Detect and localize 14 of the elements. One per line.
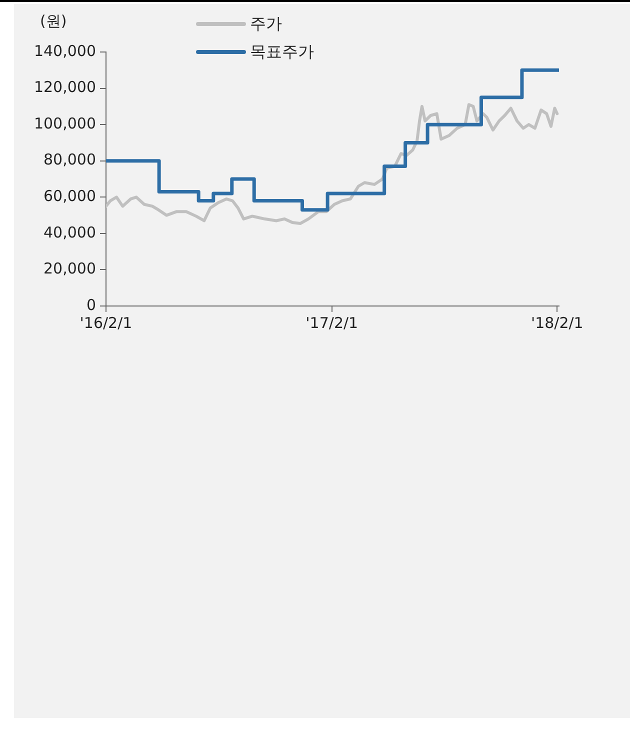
x-tick-label: '17/2/1 xyxy=(306,314,358,332)
y-tick-label: 40,000 xyxy=(44,223,96,242)
legend-label: 목표주가 xyxy=(250,42,314,62)
x-tick-label: '16/2/1 xyxy=(80,314,132,332)
y-tick-label: 60,000 xyxy=(44,187,96,206)
y-tick-label: 20,000 xyxy=(44,260,96,278)
y-tick-label: 80,000 xyxy=(44,150,96,169)
legend-label: 주가 xyxy=(250,14,282,34)
y-tick-label: 100,000 xyxy=(34,114,96,132)
x-tick-label: '18/2/1 xyxy=(530,314,584,332)
y-tick-label: 120,000 xyxy=(34,78,96,96)
y-axis-title: (원) xyxy=(40,12,67,30)
y-tick-label: 140,000 xyxy=(34,42,96,60)
y-tick-label: 0 xyxy=(86,296,96,314)
